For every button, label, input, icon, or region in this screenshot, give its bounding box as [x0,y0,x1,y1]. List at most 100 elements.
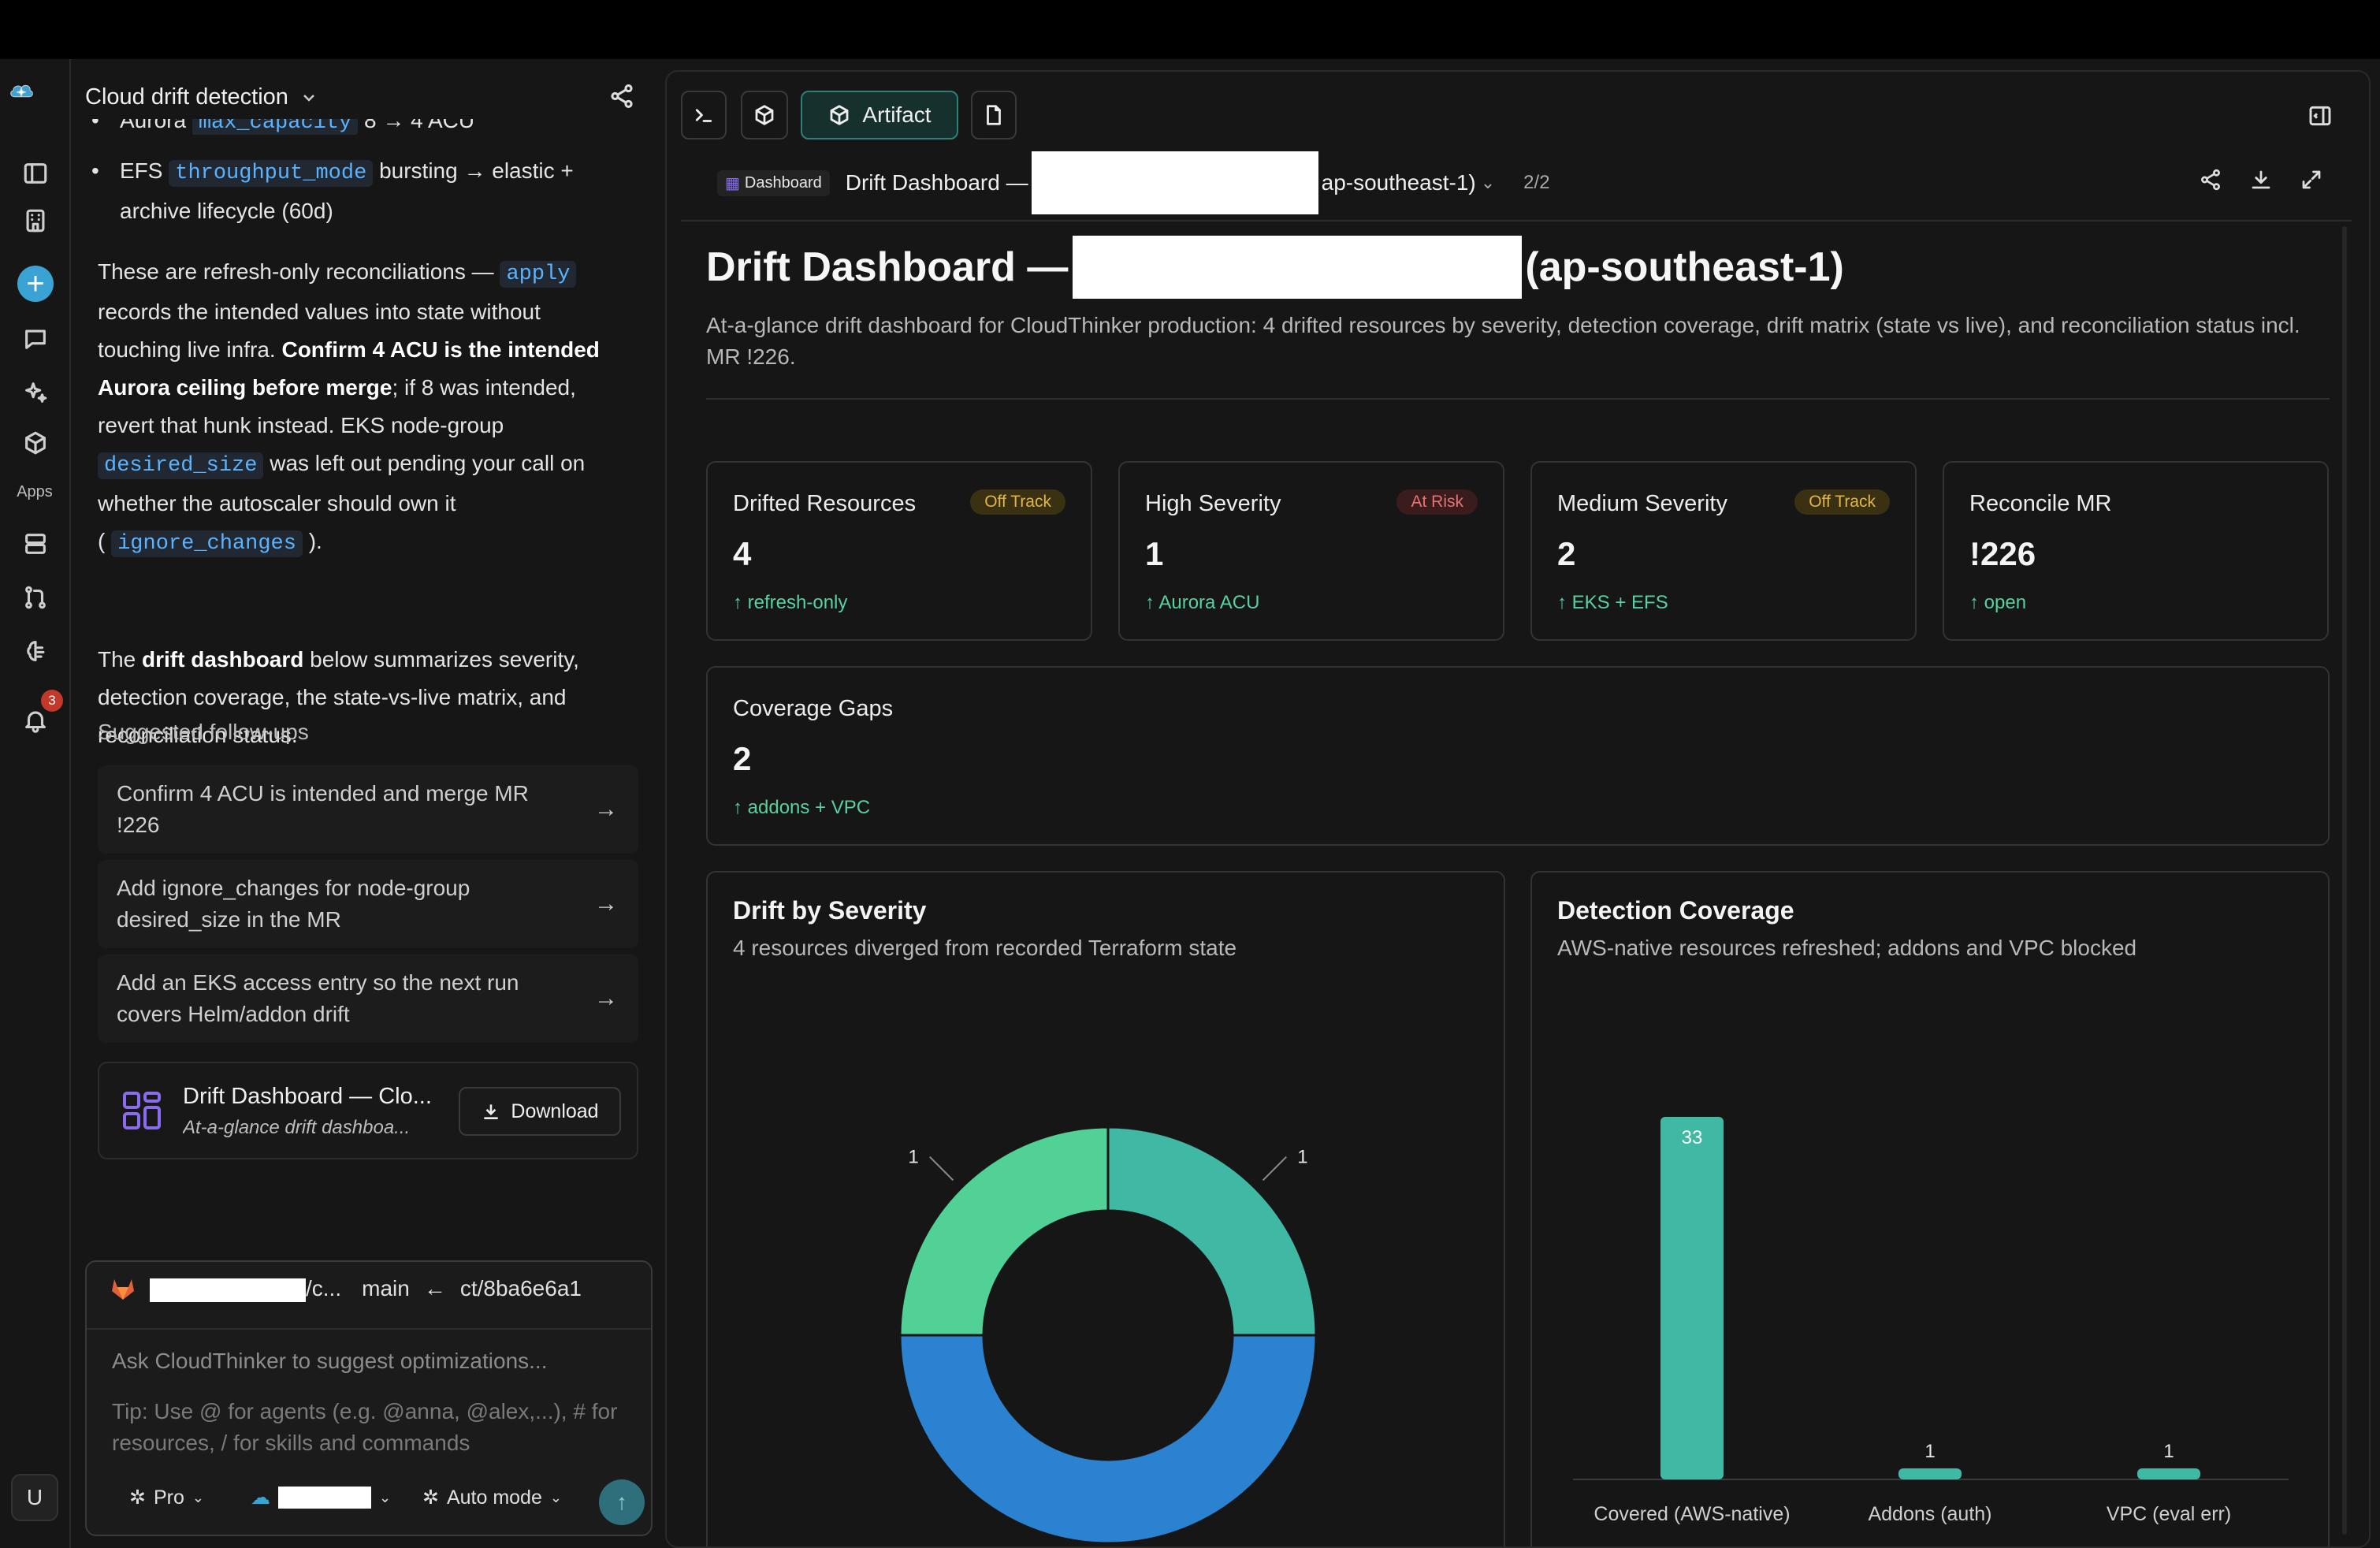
building-icon[interactable] [17,203,54,239]
cube-icon [755,105,774,125]
cloudthinker-logo-icon[interactable] [8,76,63,117]
kpi-card: High Severity At Risk 1 ↑ Aurora ACU [1118,461,1504,641]
cloud-icon: ☁ [251,1487,270,1509]
status-badge: At Risk [1396,489,1478,515]
cube-icon [831,105,849,125]
dashboard-grid-icon: ▦ [725,174,740,192]
send-button[interactable]: ↑ [599,1479,645,1525]
left-rail: + Apps 3 U [0,59,71,1548]
download-icon [484,1104,499,1119]
leader-line [929,1156,954,1181]
followup-item[interactable]: Add an EKS access entry so the next run … [98,954,638,1043]
category-label: VPC (eval err) [2107,1503,2231,1525]
bar-value-label: 1 [2163,1441,2174,1462]
repo-branch-selector[interactable]: /c... main ← ct/8ba6e6a1 [110,1276,582,1302]
bar-value-label: 33 [1682,1127,1703,1148]
bar-2 [1898,1468,1962,1479]
donut-slice-high [1106,1126,1318,1337]
chart-subtitle: 4 resources diverged from recorded Terra… [733,936,1237,960]
share-icon[interactable] [608,83,637,111]
category-label: Covered (AWS-native) [1593,1503,1790,1525]
conversation-title-text: Cloud drift detection [85,84,288,110]
category-label: Addons (auth) [1868,1503,1991,1525]
chat-icon[interactable] [17,321,54,357]
file-icon [987,105,1001,125]
kpi-card: Reconcile MR !226 ↑ open [1943,461,2329,641]
sparkles-icon[interactable] [17,374,54,411]
download-icon[interactable] [2249,168,2273,195]
chevron-down-icon: ⌄ [379,1489,392,1505]
artifact-header: ▦ Dashboard Drift Dashboard — ap-southeas… [717,151,1550,214]
leader-line [1262,1156,1287,1181]
sparkles-icon: ✲ [129,1487,146,1509]
chat-composer: /c... main ← ct/8ba6e6a1 Ask CloudThinke… [85,1260,653,1536]
cube-tab[interactable] [741,91,788,140]
artifact-title[interactable]: Drift Dashboard — ap-southeast-1) ⌄ [846,151,1495,214]
notification-count-badge: 3 [41,690,63,712]
kpi-card: Drifted Resources Off Track 4 ↑ refresh-… [706,461,1092,641]
pager: 2/2 [1523,172,1550,193]
bar-3 [2137,1468,2200,1479]
arrow-right-icon: → [594,891,618,917]
redacted-title [1073,236,1523,299]
chart-subtitle: AWS-native resources refreshed; addons a… [1557,936,2137,960]
bar-chart: 33 Covered (AWS-native) 1 Addons (auth) 1 VPC… [1573,1117,2289,1525]
expand-icon[interactable] [2300,168,2323,195]
message-paragraph-dashboard: The drift dashboard below summarizes sev… [98,647,579,747]
clipped-bullet-aurora: Aurora max_capacity 8 → 4 ACU [73,119,659,135]
redacted-repo [150,1278,306,1302]
status-badge: Off Track [970,489,1065,515]
chevron-down-icon [303,94,314,102]
bell-icon[interactable] [17,702,54,739]
page-title: Drift Dashboard — (ap-southeast-1) [706,236,1844,299]
followup-item[interactable]: Confirm 4 ACU is intended and merge MR !… [98,765,638,854]
status-badge: Off Track [1794,489,1890,515]
arrow-right-icon: → [594,985,618,1011]
sidebar-toggle-icon[interactable] [17,155,54,192]
composer-tip: Tip: Use @ for agents (e.g. @anna, @alex… [112,1399,618,1455]
top-black-bar [0,0,2380,59]
donut-slice-low [898,1126,1110,1337]
bar-value-label: 1 [1924,1441,1935,1462]
data-label: 1 [1297,1147,1307,1168]
bullet-efs: EFS throughput_mode bursting → elastic +… [91,152,574,230]
conversation-title[interactable]: Cloud drift detection [85,84,318,110]
coverage-gaps-card: Coverage Gaps 2 ↑ addons + VPC [706,666,2330,846]
new-chat-button[interactable]: + [17,266,54,302]
chevron-down-icon: ⌄ [192,1489,204,1505]
git-pull-request-icon[interactable] [17,579,54,616]
inline-code: throughput_mode [169,160,374,187]
mode-selector[interactable]: ✲ Auto mode ⌄ [422,1486,562,1509]
dashboard-chip: ▦ Dashboard [717,169,830,196]
redacted-title [1031,151,1318,214]
panel-toggle-icon[interactable] [2307,103,2333,132]
brain-icon[interactable] [17,633,54,669]
message-paragraph-refresh: These are refresh-only reconciliations —… [98,259,600,557]
user-avatar[interactable]: U [11,1474,58,1521]
sparkles-icon: ✲ [422,1487,439,1509]
followup-item[interactable]: Add ignore_changes for node-group desire… [98,860,638,948]
chart-title: Detection Coverage [1557,896,1794,925]
model-selector[interactable]: ✲ Pro ⌄ [129,1486,204,1509]
file-tab[interactable] [971,91,1017,140]
data-label: 1 [908,1147,918,1168]
dashboard-grid-icon [123,1092,161,1129]
scrollbar[interactable] [2342,226,2347,1535]
server-icon[interactable] [17,526,54,562]
drift-by-severity-card: Drift by Severity 4 resources diverged f… [706,871,1505,1546]
cube-icon[interactable] [17,425,54,461]
terminal-tab[interactable] [681,91,727,140]
artifact-card-subtitle: At-a-glance drift dashboa... [183,1117,411,1138]
app-window: + Apps 3 U Cloud drift detection Aurora … [0,59,2380,1548]
chevron-down-icon: ⌄ [1480,173,1496,192]
chat-input[interactable]: Ask CloudThinker to suggest optimization… [112,1349,548,1373]
page-subtitle: At-a-glance drift dashboard for CloudThi… [706,313,2300,369]
share-icon[interactable] [2199,168,2222,195]
kpi-card: Medium Severity Off Track 2 ↑ EKS + EFS [1530,461,1917,641]
artifact-tab[interactable]: Artifact [801,91,958,140]
redacted-workspace [278,1487,371,1509]
detection-coverage-card: Detection Coverage AWS-native resources … [1530,871,2330,1546]
workspace-selector[interactable]: ☁ ⌄ [251,1486,391,1509]
download-button[interactable]: Download [459,1087,621,1136]
artifact-card[interactable]: Drift Dashboard — Clo... At-a-glance dri… [98,1062,638,1159]
